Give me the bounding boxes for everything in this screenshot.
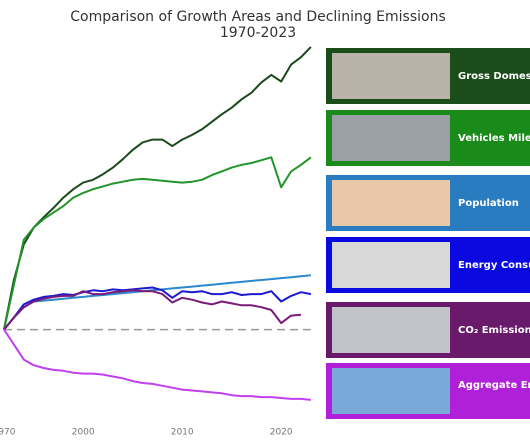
legend-label: Aggregate Emissions (Six Common Pollutan… bbox=[458, 380, 530, 391]
legend: Gross Domestic Product Vehicles Miles Tra… bbox=[326, 48, 530, 419]
legend-photo bbox=[332, 242, 450, 288]
legend-label: Population bbox=[458, 198, 519, 209]
x-tick-label: 1970 bbox=[0, 428, 16, 438]
legend-photo bbox=[332, 307, 450, 353]
series-line bbox=[3, 329, 312, 401]
series-line bbox=[3, 46, 312, 330]
series-line bbox=[3, 286, 312, 331]
legend-label: Vehicles Miles Traveled bbox=[458, 133, 530, 144]
x-tick-label: 2000 bbox=[72, 428, 95, 438]
legend-label: Gross Domestic Product bbox=[458, 71, 530, 82]
series-line bbox=[3, 274, 312, 331]
legend-photo bbox=[332, 53, 450, 99]
chart-subtitle: 1970-2023 bbox=[220, 25, 296, 41]
legend-photo bbox=[332, 115, 450, 161]
series-line bbox=[3, 289, 302, 331]
plot-area: 1970 2000 2010 2020 bbox=[0, 46, 312, 438]
x-tick-label: 2020 bbox=[270, 428, 293, 438]
x-tick-label: 2010 bbox=[171, 428, 194, 438]
legend-photo bbox=[332, 180, 450, 226]
legend-label: Energy Consumption bbox=[458, 260, 530, 271]
legend-photo bbox=[332, 368, 450, 414]
legend-label: CO₂ Emissions bbox=[458, 325, 530, 336]
chart-title: Comparison of Growth Areas and Declining… bbox=[70, 9, 446, 25]
series-line bbox=[3, 156, 312, 330]
